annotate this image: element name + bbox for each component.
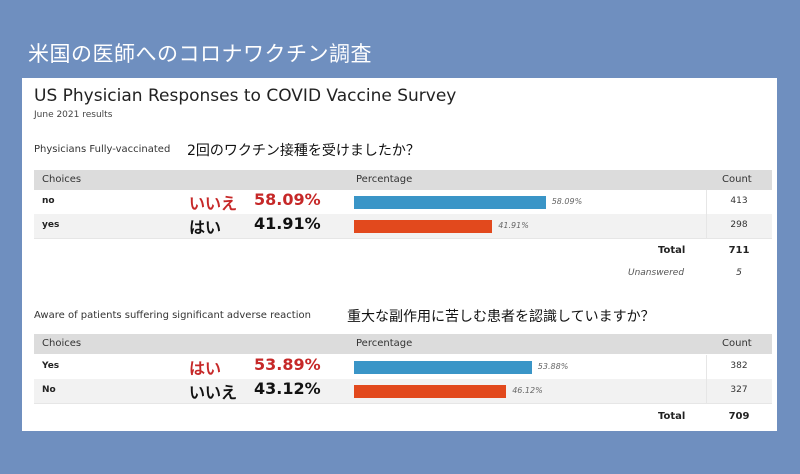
question-2-japanese: 重大な副作用に苦しむ患者を認識していますか？ <box>347 309 655 325</box>
unanswered-value: 5 <box>736 268 742 278</box>
table-row: Yes はい 53.89% 53.88% 382 <box>34 355 772 380</box>
count-header: Count <box>722 174 752 185</box>
annotation-label: はい <box>189 218 222 237</box>
slide-title: 米国の医師へのコロナワクチン調査 <box>28 42 372 66</box>
count-value: 382 <box>730 361 748 371</box>
annotation-value: 41.91% <box>254 214 321 233</box>
report-subtitle: June 2021 results <box>34 110 113 120</box>
table-row: yes はい 41.91% 41.91% 298 <box>34 214 772 239</box>
annotation-label: いいえ <box>189 383 238 402</box>
unanswered-label: Unanswered <box>628 268 685 278</box>
choices-header: Choices <box>42 338 82 349</box>
column-divider <box>706 190 707 214</box>
count-header: Count <box>722 338 752 349</box>
annotation-label: はい <box>189 359 222 378</box>
annotation-value: 58.09% <box>254 190 321 209</box>
percentage-bar <box>354 385 507 398</box>
annotation-label: いいえ <box>189 194 238 213</box>
table-1-header: Choices Percentage Count <box>34 170 772 190</box>
total-label: Total <box>658 411 686 422</box>
choice-label: No <box>42 385 56 395</box>
percentage-header: Percentage <box>356 174 413 185</box>
survey-report-card: US Physician Responses to COVID Vaccine … <box>22 78 777 431</box>
column-divider <box>706 214 707 238</box>
total-value: 711 <box>728 245 750 256</box>
table-2-header: Choices Percentage Count <box>34 334 772 354</box>
choice-label: yes <box>42 220 60 230</box>
annotation-value: 43.12% <box>254 379 321 398</box>
table-row: No いいえ 43.12% 46.12% 327 <box>34 379 772 404</box>
table-row: no いいえ 58.09% 58.09% 413 <box>34 190 772 215</box>
percentage-value: 41.91% <box>498 221 529 230</box>
percentage-value: 53.88% <box>537 362 569 371</box>
count-value: 327 <box>730 385 748 395</box>
percentage-header: Percentage <box>356 338 413 349</box>
total-value: 709 <box>728 411 750 422</box>
report-title: US Physician Responses to COVID Vaccine … <box>34 86 457 106</box>
question-1-japanese: 2回のワクチン接種を受けましたか？ <box>187 143 420 159</box>
percentage-bar <box>354 220 493 233</box>
choices-header: Choices <box>42 174 82 185</box>
choice-label: no <box>42 196 55 206</box>
percentage-value: 58.09% <box>551 197 583 206</box>
count-value: 298 <box>730 220 748 230</box>
percentage-bar <box>354 361 532 374</box>
percentage-bar <box>354 196 546 209</box>
choice-label: Yes <box>42 361 60 371</box>
percentage-value: 46.12% <box>512 386 543 395</box>
total-label: Total <box>658 245 686 256</box>
question-2-label: Aware of patients suffering significant … <box>34 310 311 321</box>
column-divider <box>706 355 707 379</box>
column-divider <box>706 379 707 403</box>
annotation-value: 53.89% <box>254 355 321 374</box>
count-value: 413 <box>730 196 748 206</box>
question-1-label: Physicians Fully-vaccinated <box>34 144 171 155</box>
